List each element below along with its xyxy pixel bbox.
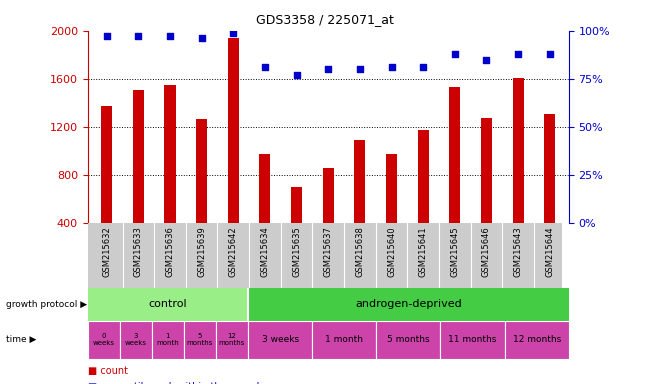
Bar (481, 118, 492, 271)
Bar (101, 106, 112, 271)
Text: GSM215643: GSM215643 (514, 226, 523, 277)
Bar (133, 89, 144, 271)
Point (101, 33, 112, 40)
Text: 11 months: 11 months (448, 335, 497, 344)
Bar (88, 321, 120, 359)
Point (228, 30, 239, 36)
Text: control: control (149, 299, 187, 310)
Point (450, 51, 460, 57)
Bar (312, 321, 376, 359)
Text: androgen-deprived: androgen-deprived (355, 299, 462, 310)
Text: GSM215644: GSM215644 (545, 226, 554, 276)
Bar (418, 130, 429, 271)
Text: GSM215646: GSM215646 (482, 226, 491, 277)
Point (323, 66, 333, 72)
Text: 1 month: 1 month (325, 335, 363, 344)
Bar (441, 321, 504, 359)
Text: ■ count: ■ count (88, 366, 128, 376)
Text: GSM215640: GSM215640 (387, 226, 396, 276)
Bar (504, 321, 569, 359)
Text: GSM215633: GSM215633 (134, 226, 143, 277)
Text: GSM215638: GSM215638 (356, 226, 365, 277)
Text: GSM215632: GSM215632 (102, 226, 111, 277)
Bar (164, 85, 176, 271)
Point (545, 51, 555, 57)
Text: time ▶: time ▶ (6, 335, 37, 344)
Point (165, 33, 176, 40)
Bar (216, 321, 248, 359)
Bar (376, 321, 441, 359)
Text: 3 weeks: 3 weeks (261, 335, 299, 344)
Point (260, 64, 270, 70)
Bar (386, 154, 397, 271)
Text: 3
weeks: 3 weeks (125, 333, 147, 346)
Text: GSM215645: GSM215645 (450, 226, 460, 276)
Bar (291, 187, 302, 271)
Point (291, 72, 302, 78)
Bar (322, 167, 334, 271)
Bar (513, 78, 524, 271)
Bar (152, 321, 184, 359)
Text: GSM215636: GSM215636 (166, 226, 175, 277)
Text: GSM215642: GSM215642 (229, 226, 238, 276)
Text: 5
months: 5 months (187, 333, 213, 346)
Bar (184, 321, 216, 359)
Text: GSM215637: GSM215637 (324, 226, 333, 277)
Text: 12 months: 12 months (513, 335, 561, 344)
Text: GSM215641: GSM215641 (419, 226, 428, 276)
Bar (248, 288, 569, 321)
Bar (544, 114, 555, 271)
Point (355, 66, 365, 72)
Text: GSM215639: GSM215639 (197, 226, 206, 277)
Bar (259, 154, 270, 271)
Text: GDS3358 / 225071_at: GDS3358 / 225071_at (256, 13, 394, 26)
Text: 12
months: 12 months (219, 333, 245, 346)
Bar (227, 38, 239, 271)
Bar (88, 288, 248, 321)
Text: GSM215635: GSM215635 (292, 226, 301, 277)
Bar (248, 321, 312, 359)
Text: 1
month: 1 month (157, 333, 179, 346)
Bar (120, 321, 152, 359)
Text: ■ percentile rank within the sample: ■ percentile rank within the sample (88, 382, 265, 384)
Text: 0
weeks: 0 weeks (93, 333, 115, 346)
Point (481, 56, 491, 63)
Point (513, 51, 523, 57)
Bar (449, 87, 460, 271)
Point (133, 33, 144, 40)
Point (418, 64, 428, 70)
Text: GSM215634: GSM215634 (261, 226, 270, 277)
Text: growth protocol ▶: growth protocol ▶ (6, 300, 88, 309)
Bar (354, 140, 365, 271)
Point (196, 35, 207, 41)
Text: 5 months: 5 months (387, 335, 430, 344)
Point (386, 64, 396, 70)
Bar (196, 119, 207, 271)
